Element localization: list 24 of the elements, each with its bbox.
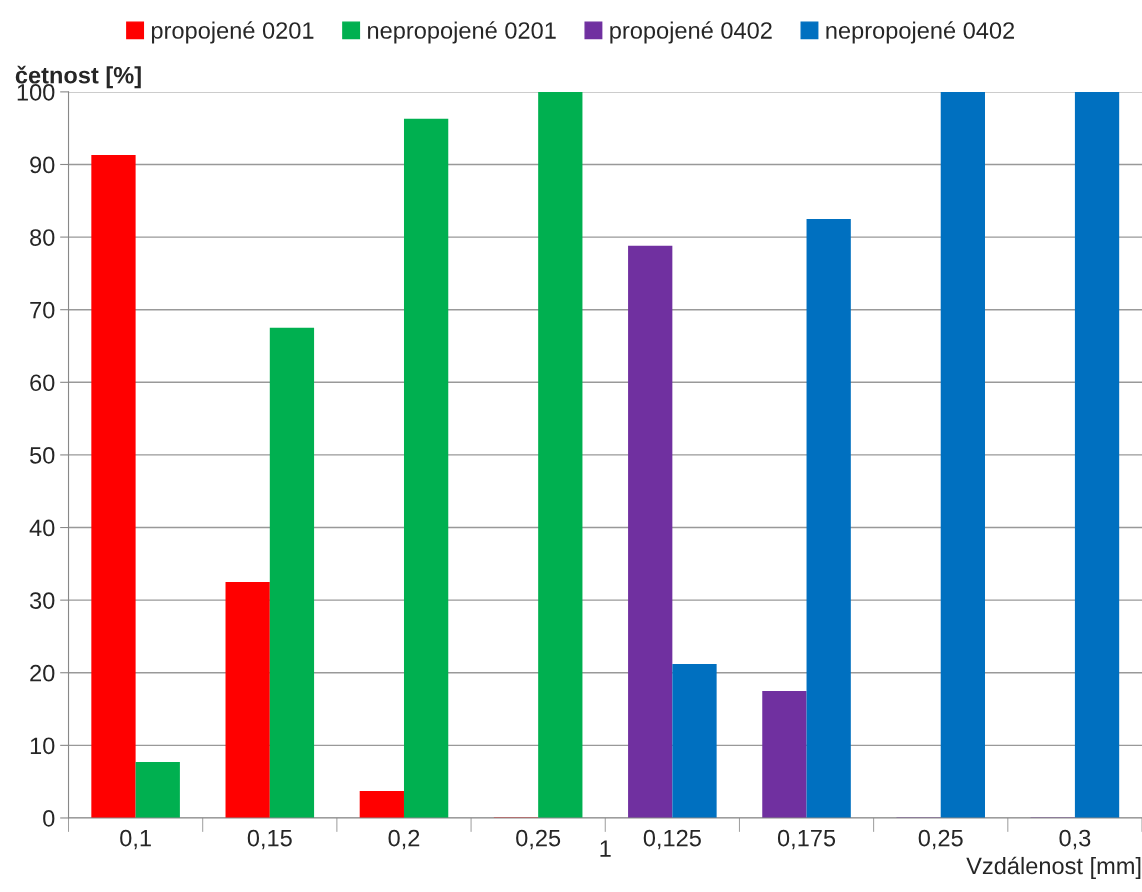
y-tick-label: 0 — [43, 810, 55, 827]
x-axis-title: Vzdálenost [mm] — [966, 856, 1141, 879]
y-tick-label: 80 — [30, 229, 55, 246]
legend-label: propojené 0201 — [151, 21, 314, 44]
y-tick-label: 60 — [30, 374, 55, 392]
x-tick-label: 0,3 — [1059, 829, 1091, 850]
y-tick-label: 70 — [30, 301, 55, 319]
y-tick-label: 90 — [30, 156, 55, 174]
text: 1 — [600, 840, 611, 857]
y-tick-label: 50 — [30, 446, 55, 464]
x-tick-label: 0,2 — [388, 829, 420, 850]
y-tick-label: 30 — [29, 592, 55, 609]
x-tick-label: 0,25 — [918, 829, 963, 850]
y-tick-label: 40 — [29, 519, 55, 537]
y-tick-label: 10 — [30, 737, 55, 755]
x-tick-label: 0,25 — [516, 829, 561, 850]
x-tick-label: 0,1 — [120, 829, 151, 850]
x-tick-label: 0,175 — [777, 829, 836, 850]
legend-label: nepropojené 0201 — [368, 21, 556, 44]
legend-label: nepropojené 0402 — [826, 21, 1015, 44]
legend-label: propojené 0402 — [610, 21, 772, 44]
x-tick-label: 0,15 — [247, 829, 292, 850]
x-tick-label: 0,125 — [643, 829, 701, 850]
y-tick-label: 20 — [30, 664, 55, 682]
